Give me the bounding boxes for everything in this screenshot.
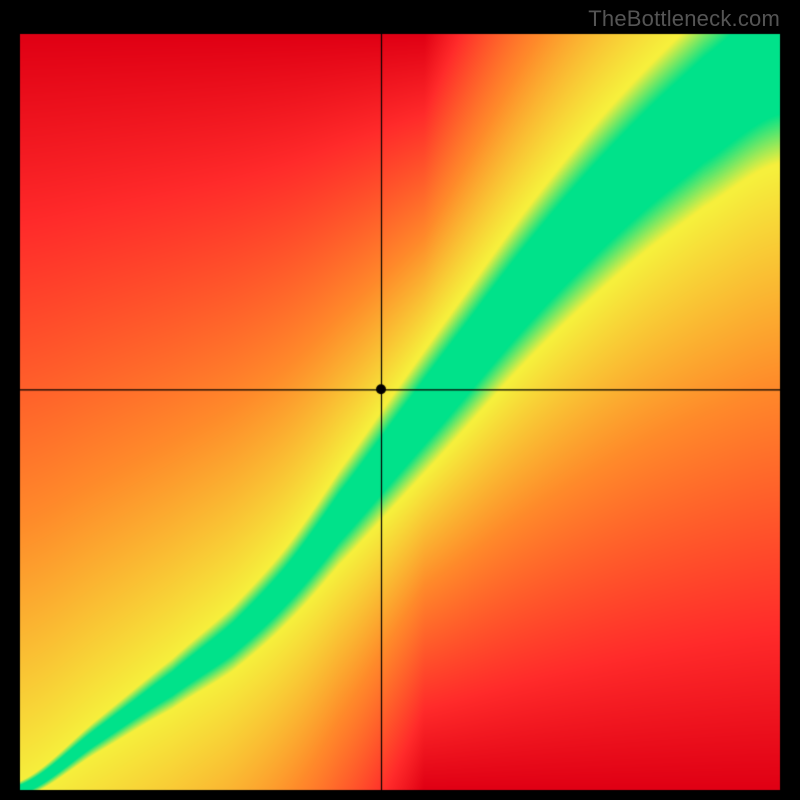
bottleneck-heatmap <box>0 0 800 800</box>
chart-container: TheBottleneck.com <box>0 0 800 800</box>
watermark-text: TheBottleneck.com <box>588 6 780 32</box>
